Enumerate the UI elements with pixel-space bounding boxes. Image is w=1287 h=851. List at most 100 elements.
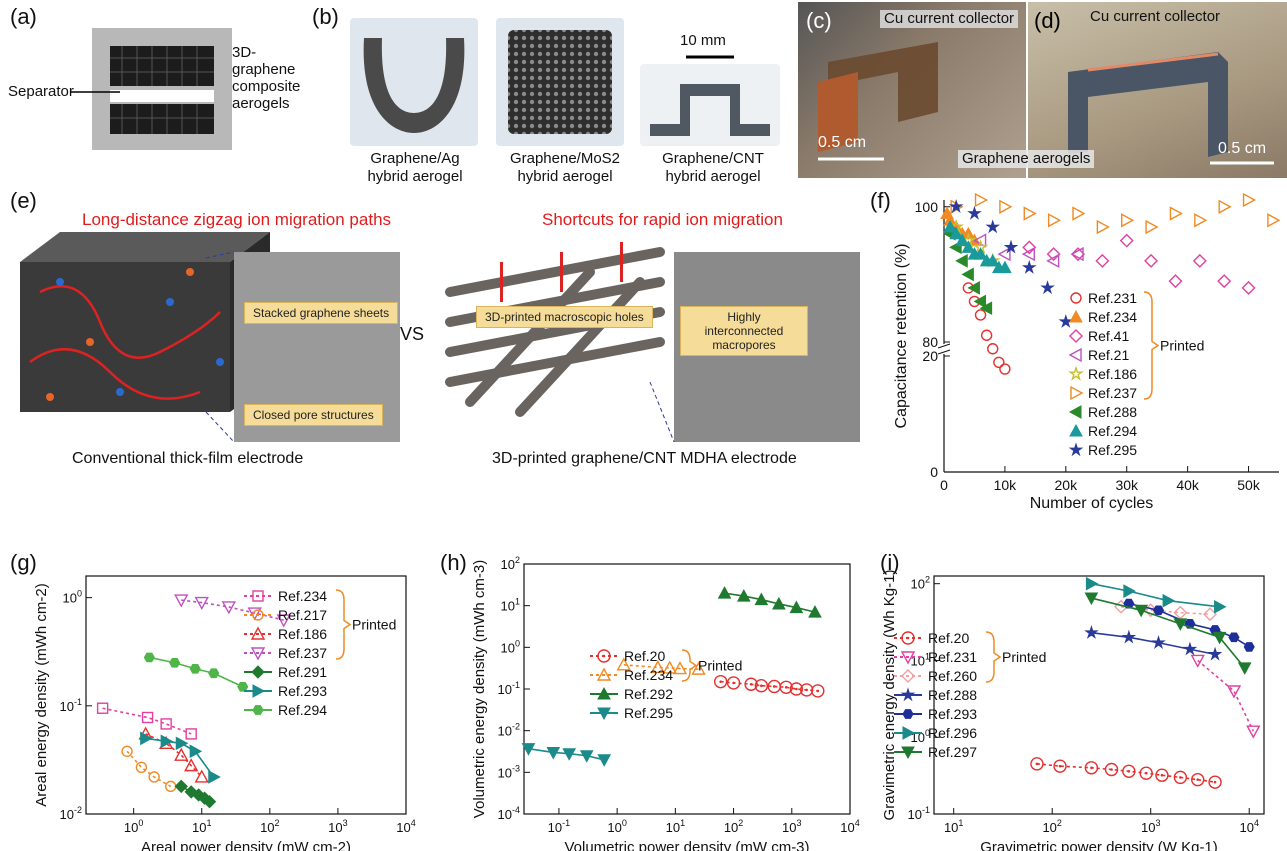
point-f-2-9 [1241, 280, 1256, 295]
xtick-label-f-4: 40k [1176, 477, 1200, 493]
xtick-label-f-1: 10k [994, 477, 1018, 493]
point-f-6-4 [967, 281, 980, 295]
point-g-1-2 [148, 771, 160, 783]
point-f-5-12 [1242, 192, 1257, 208]
series-line-i-3 [1091, 631, 1216, 656]
point-g-0-3 [185, 728, 197, 740]
panel-d-photo [1028, 2, 1287, 178]
point-h-3-2 [562, 748, 577, 761]
point-i-0-3 [1104, 762, 1119, 777]
point-f-2-2 [1071, 247, 1085, 262]
point-g-0-1 [141, 711, 154, 724]
ytick-label-h-5: 101 [501, 597, 520, 614]
point-f-2-1 [1046, 247, 1061, 262]
point-f-2-0 [1022, 240, 1037, 255]
point-g-0-0 [96, 702, 109, 714]
ytick-label-g-0: 10-2 [60, 805, 82, 822]
right-title: Shortcuts for rapid ion migration [542, 210, 783, 229]
ytick-label-g-2: 100 [63, 589, 82, 606]
point-g-5-0 [140, 731, 153, 746]
point-f-0-3 [980, 329, 993, 341]
point-g-3-0 [174, 594, 189, 608]
aerogel-label-line4: aerogels [232, 95, 290, 112]
aerogel-label-line1: 3D- [232, 44, 257, 61]
xtick-label-h-2: 101 [666, 818, 685, 835]
caption-ag-line1: Graphene/Ag [370, 150, 460, 167]
caption-graphene-mos2: Graphene/MoS2 hybrid aerogel [500, 150, 630, 186]
point-i-4-4 [1228, 632, 1240, 643]
ytick-label-f-0: 0 [930, 464, 938, 480]
aerogel-label: 3D- graphene composite aerogels [232, 44, 300, 112]
point-h-0-6-dot [795, 687, 798, 691]
aerogel-label-line2: graphene [232, 61, 296, 78]
point-f-3-4 [1070, 246, 1084, 262]
point-f-2-7 [1192, 253, 1207, 268]
point-f-7-1 [949, 226, 964, 240]
point-g-3-2 [221, 601, 237, 615]
xlabel-h: Volumetric power density (mW cm-3) [564, 839, 809, 851]
printed-bracket-h [681, 649, 698, 682]
point-h-0-8-dot [816, 689, 820, 693]
xtick-label-f-3: 30k [1115, 477, 1139, 493]
series-f-7 [943, 220, 1012, 274]
legend-label-f-4: Ref.186 [1088, 366, 1137, 382]
xtick-label-h-5: 104 [840, 818, 859, 835]
legend-marker-g-0 [252, 590, 264, 602]
scale-label-b: 10 mm [680, 32, 726, 49]
xtick-label-f-2: 20k [1055, 477, 1079, 493]
point-i-0-7 [1173, 770, 1188, 785]
point-g-3-1 [194, 596, 209, 611]
panel-label-f: (f) [870, 188, 891, 213]
point-i-6-3 [1212, 631, 1227, 645]
ytick-label-i-3: 102 [911, 575, 930, 592]
point-i-0-3-dot [1110, 768, 1113, 771]
vs-label: VS [400, 324, 425, 344]
legend-marker-f-4 [1068, 365, 1084, 381]
plot-frame-i [933, 575, 1265, 815]
series-f-5 [950, 192, 1281, 235]
series-h-3 [521, 743, 612, 767]
point-i-3-0 [1084, 625, 1099, 639]
point-f-8-6 [1058, 314, 1074, 328]
panel-c-photo [798, 2, 1026, 178]
closed-pore-label: Closed pore structures [244, 404, 383, 426]
ytick-label-h-3: 10-1 [498, 680, 520, 697]
legend-marker-i-0-dot [906, 636, 910, 640]
point-i-5-1 [1123, 584, 1136, 598]
series-g-1 [121, 745, 177, 793]
point-h-3-3 [579, 750, 594, 763]
series-i-4 [1123, 598, 1255, 652]
legend-label-f-2: Ref.41 [1088, 328, 1129, 344]
scale-bar-b [686, 55, 734, 59]
panel-d-aerogel-label: Graphene aerogels [958, 150, 1095, 168]
point-i-6-0 [1084, 592, 1099, 606]
point-g-5-1 [160, 734, 174, 749]
point-h-0-5 [779, 680, 793, 694]
legend-label-i-2: Ref.260 [928, 668, 977, 684]
panel-label-a: (a) [10, 4, 37, 29]
point-f-5-8 [1145, 219, 1159, 235]
point-i-6-1 [1134, 604, 1149, 618]
panel-label-c: (c) [806, 8, 832, 33]
legend-marker-i-3 [900, 687, 916, 702]
xtick-label-i-0: 101 [944, 818, 963, 835]
point-h-0-4-dot [772, 685, 776, 688]
point-f-7-9 [998, 260, 1012, 274]
series-line-i-5 [1091, 582, 1220, 608]
legend-label-i-1: Ref.231 [928, 649, 977, 665]
point-f-8-0 [948, 199, 964, 213]
point-h-0-5-dot [784, 685, 788, 689]
ylabel-f: Capacitance retention (%) [893, 244, 910, 429]
point-h-0-3 [754, 679, 769, 693]
legend-marker-f-6 [1068, 405, 1082, 419]
point-g-5-2 [175, 736, 189, 751]
printed-label-f: Printed [1160, 338, 1204, 354]
left-title: Long-distance zigzag ion migration paths [82, 210, 392, 229]
point-f-0-5 [993, 356, 1005, 368]
legend-marker-h-0 [597, 649, 611, 663]
point-i-5-3 [1214, 599, 1227, 614]
legend-label-i-6: Ref.297 [928, 744, 977, 760]
point-f-5-1 [974, 192, 989, 208]
point-i-0-4 [1122, 764, 1136, 778]
